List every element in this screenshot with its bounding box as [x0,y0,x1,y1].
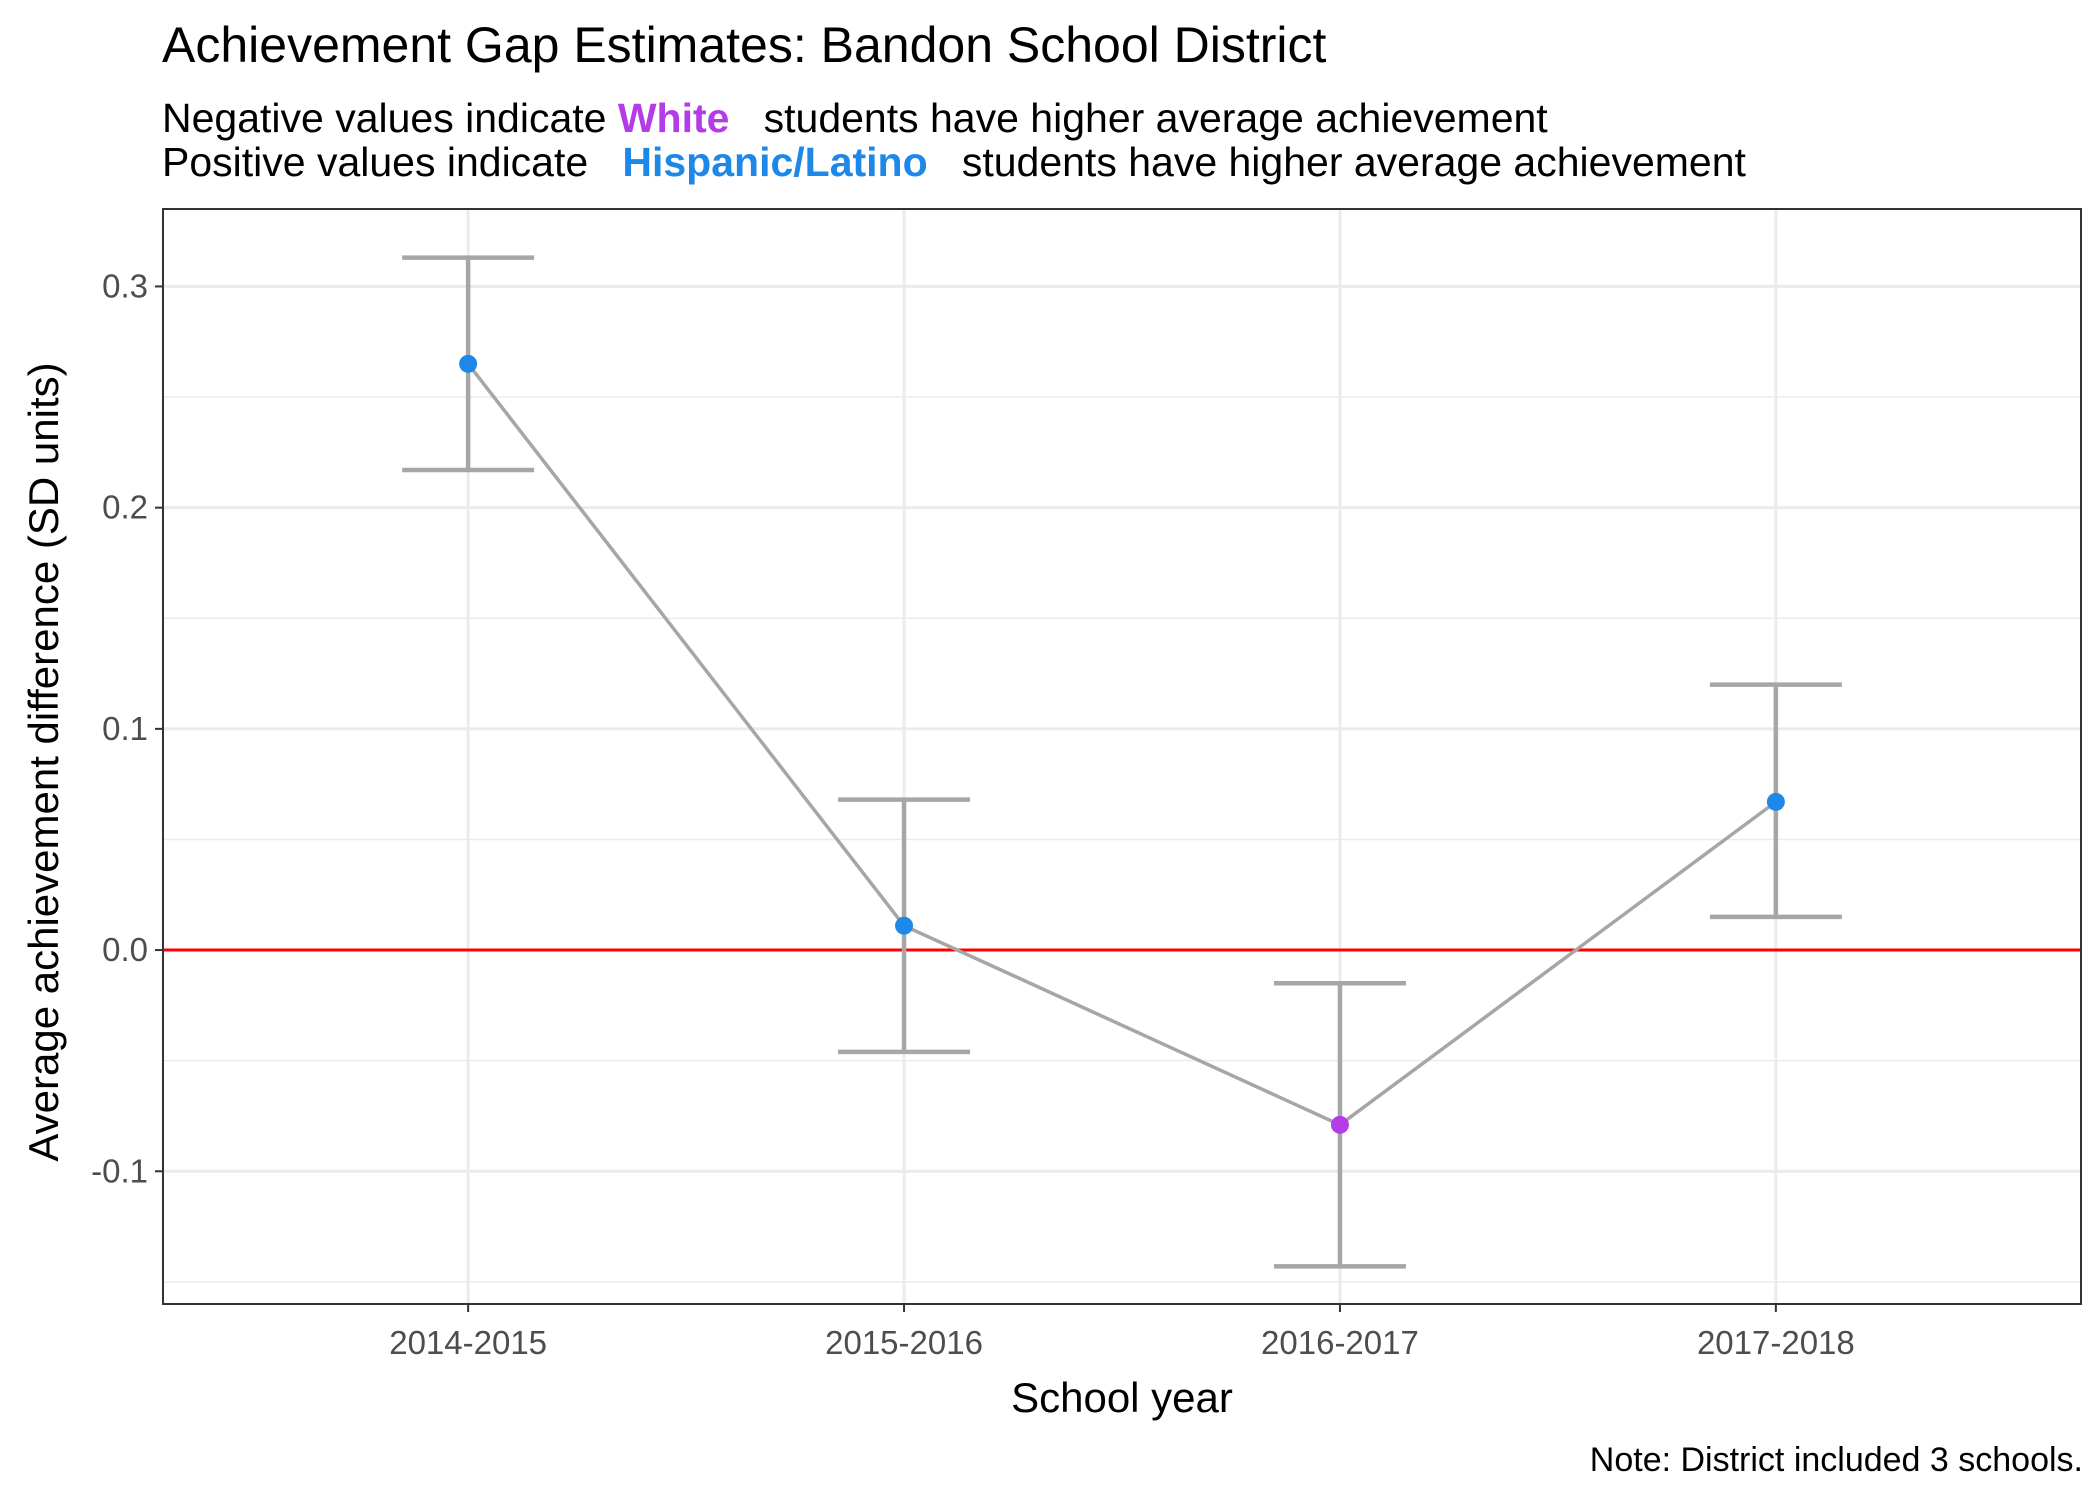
subtitle-white-label: White [617,95,730,141]
subtitle-1-prefix: Negative values indicate [162,95,607,141]
y-tick-label: 0.3 [102,267,148,304]
x-axis-title: School year [1011,1374,1233,1421]
gridlines [163,209,2081,1304]
subtitle-2-suffix: students have higher average achievement [961,139,1746,185]
subtitle-2-prefix: Positive values indicate [162,139,589,185]
data-points [459,354,1785,1134]
y-tick-label: 0.2 [102,489,148,526]
data-point [1330,1115,1349,1134]
x-tick-label: 2015-2016 [825,1324,983,1361]
y-tick-label: 0.1 [102,710,148,747]
y-tick-label: 0.0 [102,931,148,968]
subtitle-line-2: Positive values indicate Hispanic/Latino… [162,139,1746,185]
footnote: Note: District included 3 schools. [1589,1441,2083,1479]
subtitle-line-1: Negative values indicate White students … [162,95,1548,141]
y-tick-label: -0.1 [91,1152,148,1189]
data-point [1766,792,1785,811]
data-point [459,354,478,373]
x-tick-label: 2016-2017 [1261,1324,1419,1361]
subtitle-hispanic-label: Hispanic/Latino [622,139,928,185]
data-point [895,916,914,935]
axis-ticks: -0.1 0.0 0.1 0.2 0.3 2014-2015 2015-2016 2016-2… [91,267,1855,1361]
subtitle-1-suffix: students have higher average achievement [763,95,1548,141]
plot-border [162,208,2082,1305]
y-axis-title: Average achievement difference (SD units… [20,362,67,1161]
error-bars [402,255,1842,1269]
series-line [466,362,1777,1127]
chart-title: Achievement Gap Estimates: Bandon School… [162,17,1327,73]
x-tick-label: 2017-2018 [1697,1324,1855,1361]
x-tick-label: 2014-2015 [389,1324,547,1361]
